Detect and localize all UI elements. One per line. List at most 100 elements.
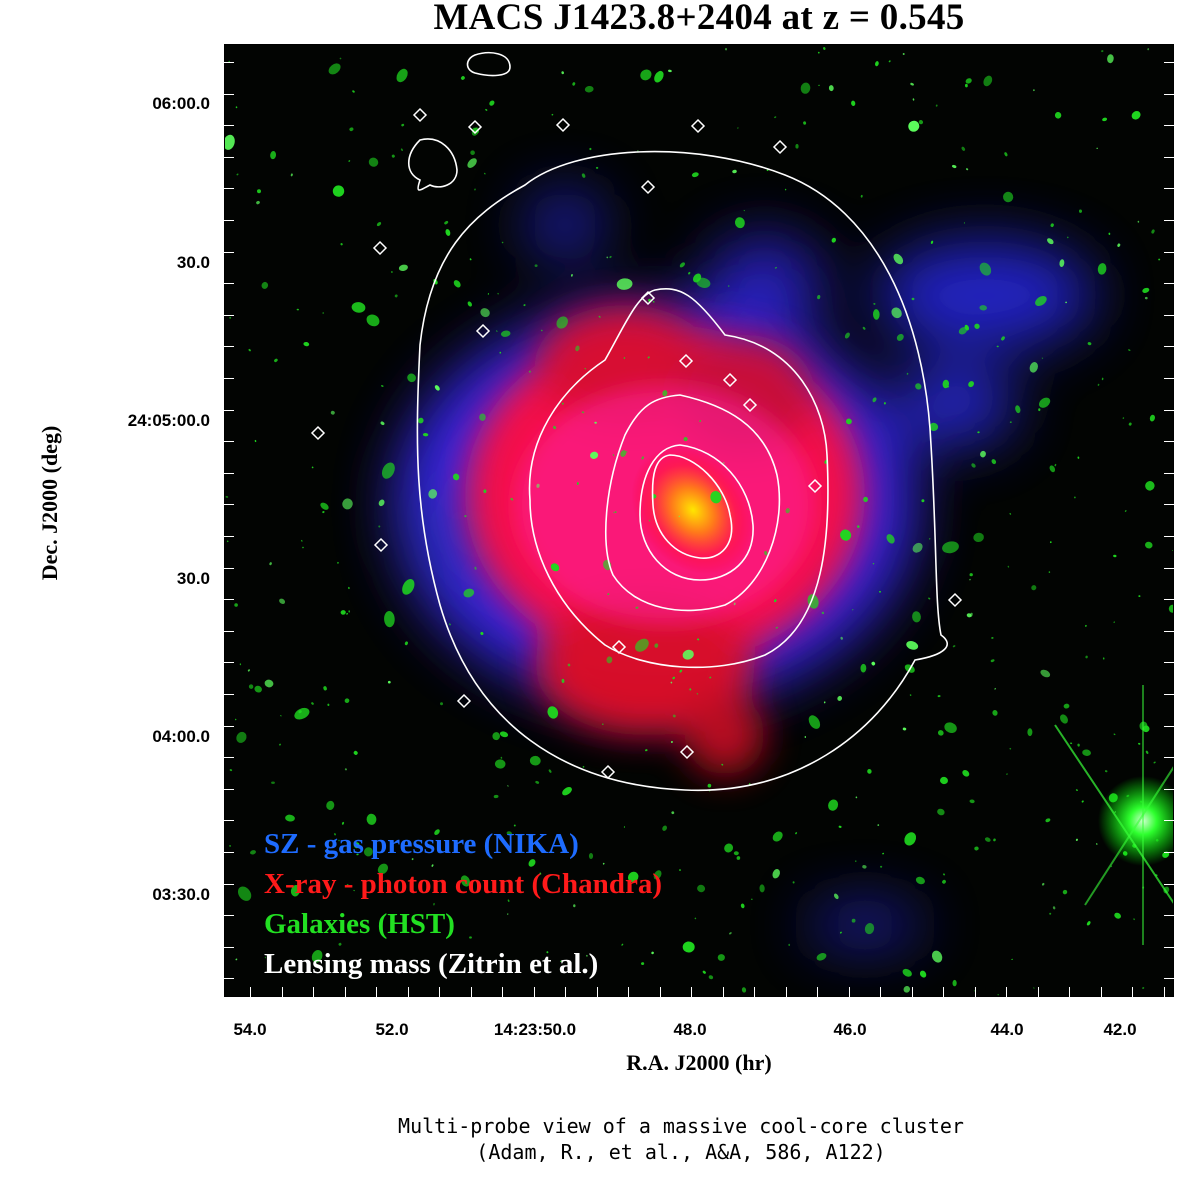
galaxy bbox=[708, 975, 714, 980]
galaxy bbox=[384, 611, 395, 628]
galaxy bbox=[929, 422, 939, 432]
galaxy bbox=[818, 84, 820, 86]
galaxy bbox=[422, 432, 429, 437]
galaxy bbox=[1050, 223, 1054, 228]
galaxy bbox=[234, 603, 238, 607]
x-axis-label: R.A. J2000 (hr) bbox=[626, 1050, 772, 1075]
galaxy bbox=[1173, 115, 1174, 117]
figure-title: MACS J1423.8+2404 at z = 0.545 bbox=[433, 0, 965, 38]
galaxy bbox=[942, 879, 946, 884]
galaxy bbox=[311, 702, 314, 705]
galaxy bbox=[935, 104, 938, 107]
galaxy bbox=[1087, 342, 1092, 346]
galaxy bbox=[737, 127, 739, 129]
galaxy bbox=[574, 842, 578, 846]
galaxy bbox=[839, 931, 842, 934]
frame-tick bbox=[439, 987, 440, 997]
frame-tick bbox=[1164, 283, 1174, 284]
galaxy bbox=[452, 473, 460, 481]
galaxy bbox=[479, 413, 486, 421]
galaxy bbox=[344, 698, 350, 704]
y-tick-label: 24:05:00.0 bbox=[127, 411, 210, 430]
galaxy bbox=[882, 852, 885, 855]
galaxy bbox=[225, 134, 235, 150]
galaxy bbox=[969, 573, 973, 577]
frame-tick bbox=[1164, 504, 1174, 505]
frame-tick bbox=[224, 568, 234, 569]
galaxy bbox=[366, 314, 380, 327]
galaxy bbox=[463, 588, 475, 598]
galaxy bbox=[513, 824, 516, 827]
galaxy bbox=[937, 730, 944, 736]
galaxy bbox=[962, 770, 970, 777]
galaxy bbox=[1081, 800, 1084, 803]
galaxy bbox=[269, 562, 272, 566]
frame-tick bbox=[471, 987, 472, 997]
galaxy bbox=[418, 417, 424, 424]
galaxy bbox=[279, 598, 286, 604]
galaxy bbox=[828, 799, 839, 811]
galaxy bbox=[844, 332, 850, 339]
galaxy bbox=[1077, 456, 1080, 459]
galaxy bbox=[795, 144, 799, 149]
galaxy bbox=[1077, 743, 1080, 747]
galaxy bbox=[280, 715, 282, 717]
galaxy bbox=[328, 63, 341, 75]
galaxy bbox=[860, 194, 863, 198]
lensing-knot bbox=[640, 179, 656, 195]
frame-tick bbox=[224, 125, 234, 126]
frame-tick bbox=[660, 987, 661, 997]
galaxy bbox=[991, 459, 997, 465]
galaxy bbox=[1001, 336, 1005, 341]
galaxy bbox=[606, 256, 609, 259]
galaxy bbox=[627, 871, 639, 883]
cluster-image bbox=[224, 44, 1174, 997]
caption-line-2: (Adam, R., et al., A&A, 586, A122) bbox=[476, 1140, 886, 1164]
galaxy bbox=[902, 968, 912, 977]
galaxy bbox=[334, 833, 336, 836]
galaxy bbox=[969, 578, 971, 581]
galaxy bbox=[1131, 111, 1141, 120]
galaxy bbox=[620, 450, 627, 457]
frame-tick bbox=[224, 757, 234, 758]
galaxy bbox=[864, 923, 875, 935]
galaxy bbox=[1009, 747, 1012, 750]
galaxy bbox=[235, 106, 238, 109]
galaxy bbox=[487, 293, 490, 295]
galaxy bbox=[598, 315, 601, 318]
lensing-knots bbox=[310, 107, 963, 780]
galaxy bbox=[800, 82, 811, 94]
galaxy bbox=[964, 324, 969, 331]
galaxy bbox=[840, 636, 843, 640]
galaxy bbox=[1054, 112, 1062, 119]
lensing-knot bbox=[807, 478, 823, 494]
galaxy bbox=[1096, 843, 1098, 845]
galaxy bbox=[906, 372, 909, 375]
galaxy bbox=[641, 962, 645, 966]
y-tick-label: 30.0 bbox=[176, 253, 210, 272]
frame-tick bbox=[224, 62, 234, 63]
galaxy bbox=[1075, 789, 1078, 791]
galaxy bbox=[497, 292, 499, 295]
galaxy bbox=[378, 525, 381, 528]
frame-tick bbox=[313, 987, 314, 997]
galaxy bbox=[1038, 408, 1041, 412]
galaxy bbox=[234, 718, 237, 721]
y-axis-label: Dec. J2000 (deg) bbox=[37, 425, 62, 581]
galaxy bbox=[326, 800, 335, 810]
galaxy bbox=[528, 859, 536, 867]
galaxy bbox=[979, 262, 992, 276]
y-tick-label: 03:30.0 bbox=[152, 885, 210, 904]
galaxy bbox=[616, 278, 633, 290]
legend-entry-sz: SZ - gas pressure (NIKA) bbox=[264, 828, 579, 860]
galaxy bbox=[647, 356, 650, 359]
galaxy bbox=[1145, 750, 1149, 754]
galaxy bbox=[248, 348, 251, 352]
galaxy bbox=[879, 590, 881, 593]
galaxy bbox=[912, 98, 915, 101]
galaxy bbox=[872, 562, 875, 565]
lensing-knot bbox=[678, 353, 694, 369]
galaxy bbox=[792, 881, 795, 884]
galaxy bbox=[741, 987, 747, 993]
galaxy bbox=[846, 418, 852, 425]
